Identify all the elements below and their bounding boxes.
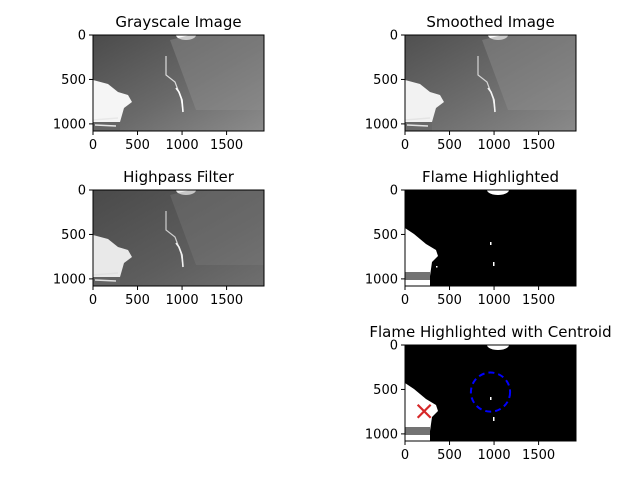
y-tick-label: 0 (78, 29, 86, 44)
y-tick-label: 1000 (365, 427, 398, 442)
axes-3: Flame Highlighted 0 500 1000 1500 0 500 1000 (365, 168, 577, 308)
x-tick-label: 1500 (522, 293, 555, 308)
x-tick-label: 1500 (210, 293, 243, 308)
x-tick-label: 500 (437, 293, 462, 308)
x-tick-label: 500 (125, 293, 150, 308)
axes-1: Smoothed Image 0 500 1000 1500 0 500 1000 (365, 13, 577, 153)
x-tick-label: 0 (401, 448, 409, 463)
axes-frame (404, 34, 577, 132)
x-tick-label: 0 (89, 138, 97, 153)
axes-title: Highpass Filter (123, 168, 235, 186)
centroid-circle (469, 371, 512, 413)
axes-frame (404, 344, 577, 442)
y-tick-label: 500 (373, 228, 398, 243)
image-panel-flame-highlighted (405, 190, 576, 286)
y-tick-label: 0 (390, 339, 398, 354)
x-tick-label: 500 (437, 448, 462, 463)
x-tick-label: 0 (89, 293, 97, 308)
axes-title: Flame Highlighted with Centroid (369, 323, 611, 341)
y-tick-label: 1000 (365, 117, 398, 132)
axes-title: Flame Highlighted (422, 168, 559, 186)
y-tick-label: 500 (373, 73, 398, 88)
axes-0: Grayscale Image 0 500 1000 1500 0 500 1000 (53, 13, 265, 153)
y-tick-label: 0 (390, 184, 398, 199)
axes-frame (92, 34, 265, 132)
x-tick-label: 0 (401, 293, 409, 308)
y-tick-label: 1000 (53, 117, 86, 132)
axes-title: Smoothed Image (426, 13, 554, 31)
x-tick-label: 1000 (478, 448, 511, 463)
axes-frame (404, 189, 577, 287)
image-panel-smoothed (405, 35, 576, 131)
x-tick-label: 1000 (166, 138, 199, 153)
image-panel-flame-centroid (405, 345, 576, 441)
y-tick-label: 500 (61, 73, 86, 88)
axes-2: Highpass Filter 0 500 1000 1500 0 500 1000 (53, 168, 265, 308)
image-panel-grayscale (93, 35, 264, 131)
x-tick-label: 1000 (478, 138, 511, 153)
x-tick-label: 1000 (478, 293, 511, 308)
y-tick-label: 0 (78, 184, 86, 199)
x-tick-label: 500 (125, 138, 150, 153)
axes-frame (92, 189, 265, 287)
axes-title: Grayscale Image (115, 13, 241, 31)
y-tick-label: 1000 (365, 272, 398, 287)
x-tick-label: 1500 (522, 138, 555, 153)
x-tick-label: 1500 (522, 448, 555, 463)
y-tick-label: 0 (390, 29, 398, 44)
image-panel-highpass (93, 190, 264, 286)
x-tick-label: 1000 (166, 293, 199, 308)
x-tick-label: 0 (401, 138, 409, 153)
y-tick-label: 1000 (53, 272, 86, 287)
x-tick-label: 1500 (210, 138, 243, 153)
centroid-marker (416, 403, 432, 419)
y-tick-label: 500 (61, 228, 86, 243)
x-tick-label: 500 (437, 138, 462, 153)
y-tick-label: 500 (373, 383, 398, 398)
